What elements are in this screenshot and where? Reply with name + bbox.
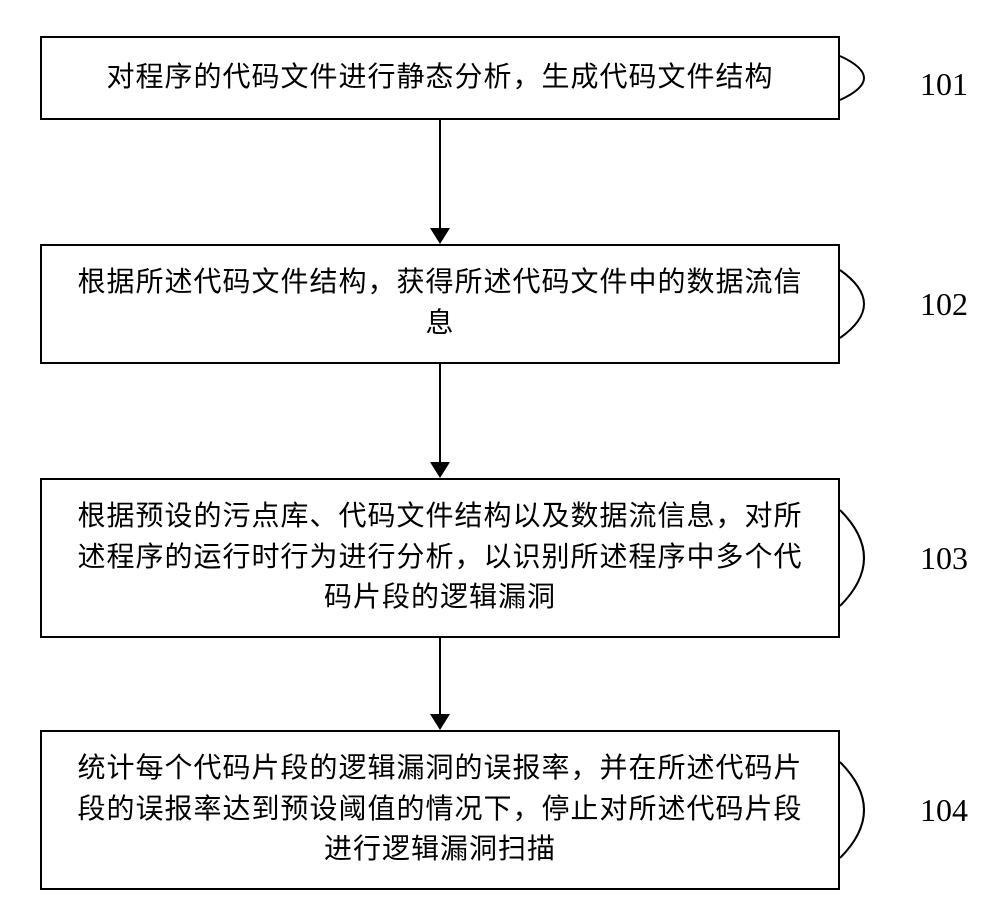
flowchart-canvas: 对程序的代码文件进行静态分析，生成代码文件结构 101 根据所述代码文件结构，获… [0, 0, 1000, 898]
connector-curve-4 [0, 0, 1000, 898]
step-label-4: 104 [920, 792, 968, 829]
